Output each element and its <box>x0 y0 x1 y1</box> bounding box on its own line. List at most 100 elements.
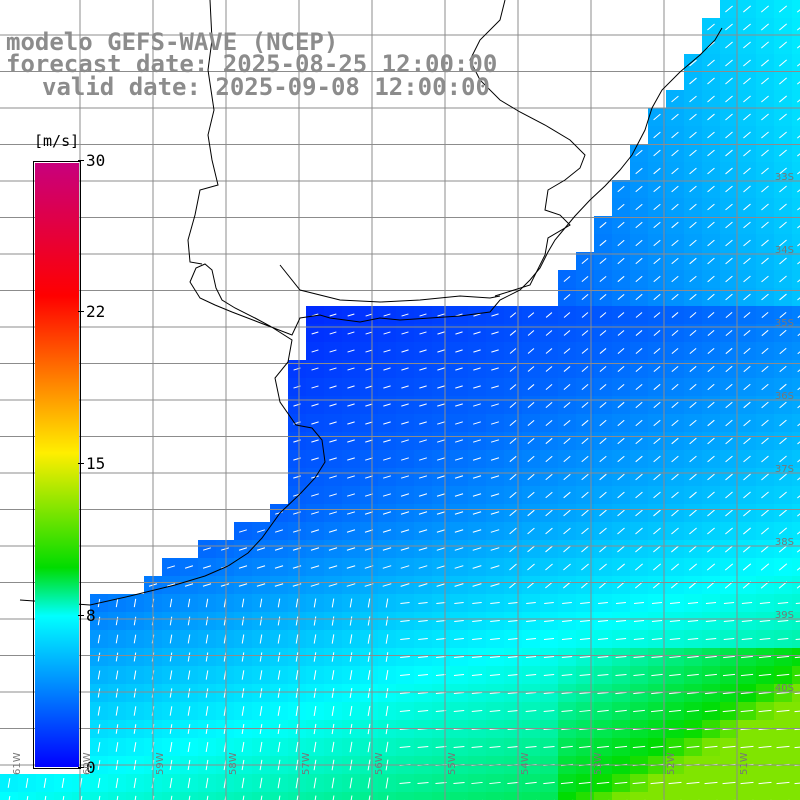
wind-arrow <box>671 167 679 175</box>
wind-arrow <box>743 257 751 265</box>
wind-arrow <box>779 95 787 103</box>
wind-arrow <box>383 421 391 425</box>
wind-arrow <box>581 257 589 265</box>
wind-arrow <box>115 688 119 698</box>
wind-arrow <box>580 602 590 604</box>
wind-arrow <box>671 401 679 409</box>
wind-arrow <box>761 41 769 49</box>
wind-arrow <box>349 652 353 662</box>
wind-arrow <box>779 455 787 463</box>
wind-arrow <box>509 563 517 571</box>
wind-arrow <box>725 113 733 121</box>
wind-arrow <box>724 563 734 571</box>
wind-arrow <box>761 239 769 247</box>
wind-arrow <box>725 149 733 157</box>
wind-arrow <box>417 781 429 785</box>
wind-arrow <box>417 745 429 749</box>
wind-arrow <box>797 117 800 121</box>
wind-arrow <box>707 455 715 463</box>
wind-arrow <box>295 706 299 716</box>
wind-arrow <box>313 688 317 698</box>
wind-arrow <box>115 670 119 680</box>
wind-arrow <box>725 329 733 337</box>
wind-arrow <box>743 149 751 157</box>
wind-arrow <box>707 491 715 499</box>
wind-arrow <box>615 673 627 677</box>
wind-arrow <box>383 367 391 371</box>
wind-arrow <box>543 709 555 713</box>
wind-arrow <box>332 795 335 800</box>
wind-arrow <box>311 367 319 371</box>
wind-arrow <box>725 437 733 445</box>
wind-arrow <box>383 457 391 461</box>
wind-arrow <box>401 439 409 443</box>
wind-arrow <box>794 728 800 731</box>
wind-arrow <box>419 439 427 443</box>
wind-arrow <box>635 383 643 391</box>
wind-arrow <box>725 473 733 481</box>
wind-arrow <box>796 63 800 67</box>
wind-arrow <box>653 437 661 445</box>
colorbar-tick-label: 0 <box>86 758 96 777</box>
wind-arrow <box>707 527 715 535</box>
wind-arrow <box>777 601 789 605</box>
wind-arrow <box>653 239 661 247</box>
wind-arrow <box>490 583 500 587</box>
speed-cell <box>108 792 126 800</box>
wind-arrow <box>599 509 607 517</box>
wind-arrow <box>671 131 679 139</box>
wind-arrow <box>778 563 788 571</box>
wind-arrow <box>490 547 500 551</box>
wind-arrow <box>527 384 535 390</box>
wind-arrow <box>62 795 65 800</box>
speed-cell <box>792 576 800 594</box>
colorbar-tick-mark <box>78 615 84 616</box>
wind-arrow <box>725 239 733 247</box>
wind-arrow <box>453 745 465 749</box>
wind-arrow <box>187 670 191 680</box>
wind-arrow <box>581 491 589 499</box>
wind-arrow <box>779 365 787 373</box>
wind-arrow <box>689 185 697 193</box>
speed-cell <box>288 792 306 800</box>
wind-arrow <box>779 77 787 85</box>
wind-arrow <box>653 113 661 121</box>
wind-arrow <box>581 563 589 571</box>
wind-arrow <box>671 437 679 445</box>
wind-arrow <box>313 652 317 662</box>
wind-arrow <box>525 781 537 785</box>
wind-arrow <box>707 203 715 211</box>
wind-arrow <box>794 782 800 785</box>
wind-arrow <box>543 781 555 785</box>
wind-arrow <box>689 149 697 157</box>
wind-arrow <box>401 385 409 389</box>
wind-arrow <box>259 616 263 626</box>
wind-arrow <box>205 741 209 753</box>
wind-arrow <box>707 23 715 31</box>
wind-arrow <box>743 473 751 481</box>
wind-arrow <box>241 777 245 789</box>
wind-arrow <box>383 349 391 353</box>
wind-arrow <box>490 620 500 622</box>
wind-arrow <box>725 311 733 319</box>
wind-arrow <box>260 795 263 800</box>
wind-arrow <box>454 583 464 587</box>
wind-arrow <box>331 777 335 789</box>
colorbar-tick-label: 15 <box>86 454 106 473</box>
wind-arrow <box>454 547 464 551</box>
wind-arrow <box>797 459 800 463</box>
wind-arrow <box>473 367 481 371</box>
wind-arrow <box>545 330 553 336</box>
wind-arrow <box>329 475 337 479</box>
speed-cell <box>324 792 342 800</box>
wind-arrow <box>509 455 517 463</box>
wind-arrow <box>633 709 645 713</box>
wind-arrow <box>761 257 769 265</box>
wind-arrow <box>471 673 483 677</box>
colorbar-tick-mark <box>78 160 84 161</box>
wind-arrow <box>473 385 481 389</box>
wind-arrow <box>472 529 482 533</box>
speed-cell <box>126 792 144 800</box>
wind-arrow <box>579 691 591 695</box>
wind-arrow <box>256 547 266 551</box>
